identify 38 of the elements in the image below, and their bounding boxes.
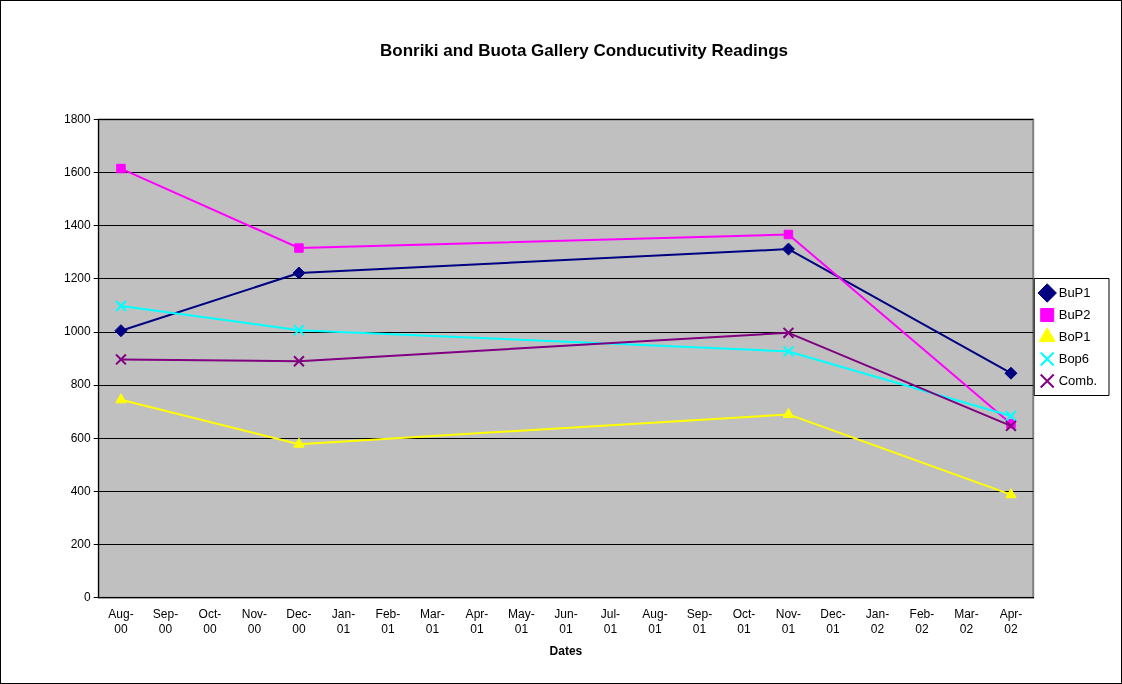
y-tick-label: 1600: [63, 164, 92, 179]
x-tick-label: Nov-01: [775, 607, 802, 636]
x-tick-label: Jul-01: [600, 607, 621, 636]
y-tick-label: 400: [70, 483, 92, 498]
legend-label: BoP1: [1058, 328, 1091, 344]
chart-title: Bonriki and Buota Gallery Conducutivity Readings: [379, 40, 789, 60]
x-tick-label: Oct-01: [732, 607, 756, 636]
legend-label: BuP2: [1058, 306, 1091, 322]
x-tick-label: Dec-01: [820, 607, 846, 636]
x-tick-label: Jun-01: [554, 607, 578, 636]
x-tick-label: Feb-01: [375, 607, 401, 636]
legend-label: Comb.: [1058, 372, 1098, 388]
y-tick-label: 1000: [63, 324, 92, 339]
x-tick-label: Apr-02: [999, 607, 1023, 636]
y-tick-label: 1800: [63, 111, 92, 126]
x-tick-label: Aug-00: [108, 607, 134, 636]
y-tick-label: 800: [70, 377, 92, 392]
x-tick-label: Jan-02: [865, 607, 890, 636]
y-tick-label: 200: [70, 536, 92, 551]
y-tick-label: 600: [70, 430, 92, 445]
x-tick-label: Oct-00: [198, 607, 222, 636]
x-tick-label: Jan-01: [331, 607, 356, 636]
x-tick-label: May-01: [508, 607, 535, 636]
x-tick-label: Sep-00: [152, 607, 179, 636]
x-axis-title: Dates: [549, 644, 583, 659]
x-tick-label: Apr-01: [465, 607, 489, 636]
x-tick-label: Sep-01: [686, 607, 713, 636]
x-tick-label: Mar-02: [954, 607, 979, 636]
x-tick-label: Nov-00: [241, 607, 268, 636]
x-tick-label: Dec-00: [286, 607, 312, 636]
x-tick-label: Mar-01: [420, 607, 445, 636]
x-tick-label: Aug-01: [642, 607, 668, 636]
y-tick-label: 1200: [63, 271, 92, 286]
y-tick-label: 0: [84, 590, 92, 605]
legend-label: BuP1: [1058, 284, 1091, 300]
x-tick-label: Feb-02: [909, 607, 935, 636]
legend-label: Bop6: [1058, 350, 1090, 366]
y-tick-label: 1400: [63, 218, 92, 233]
